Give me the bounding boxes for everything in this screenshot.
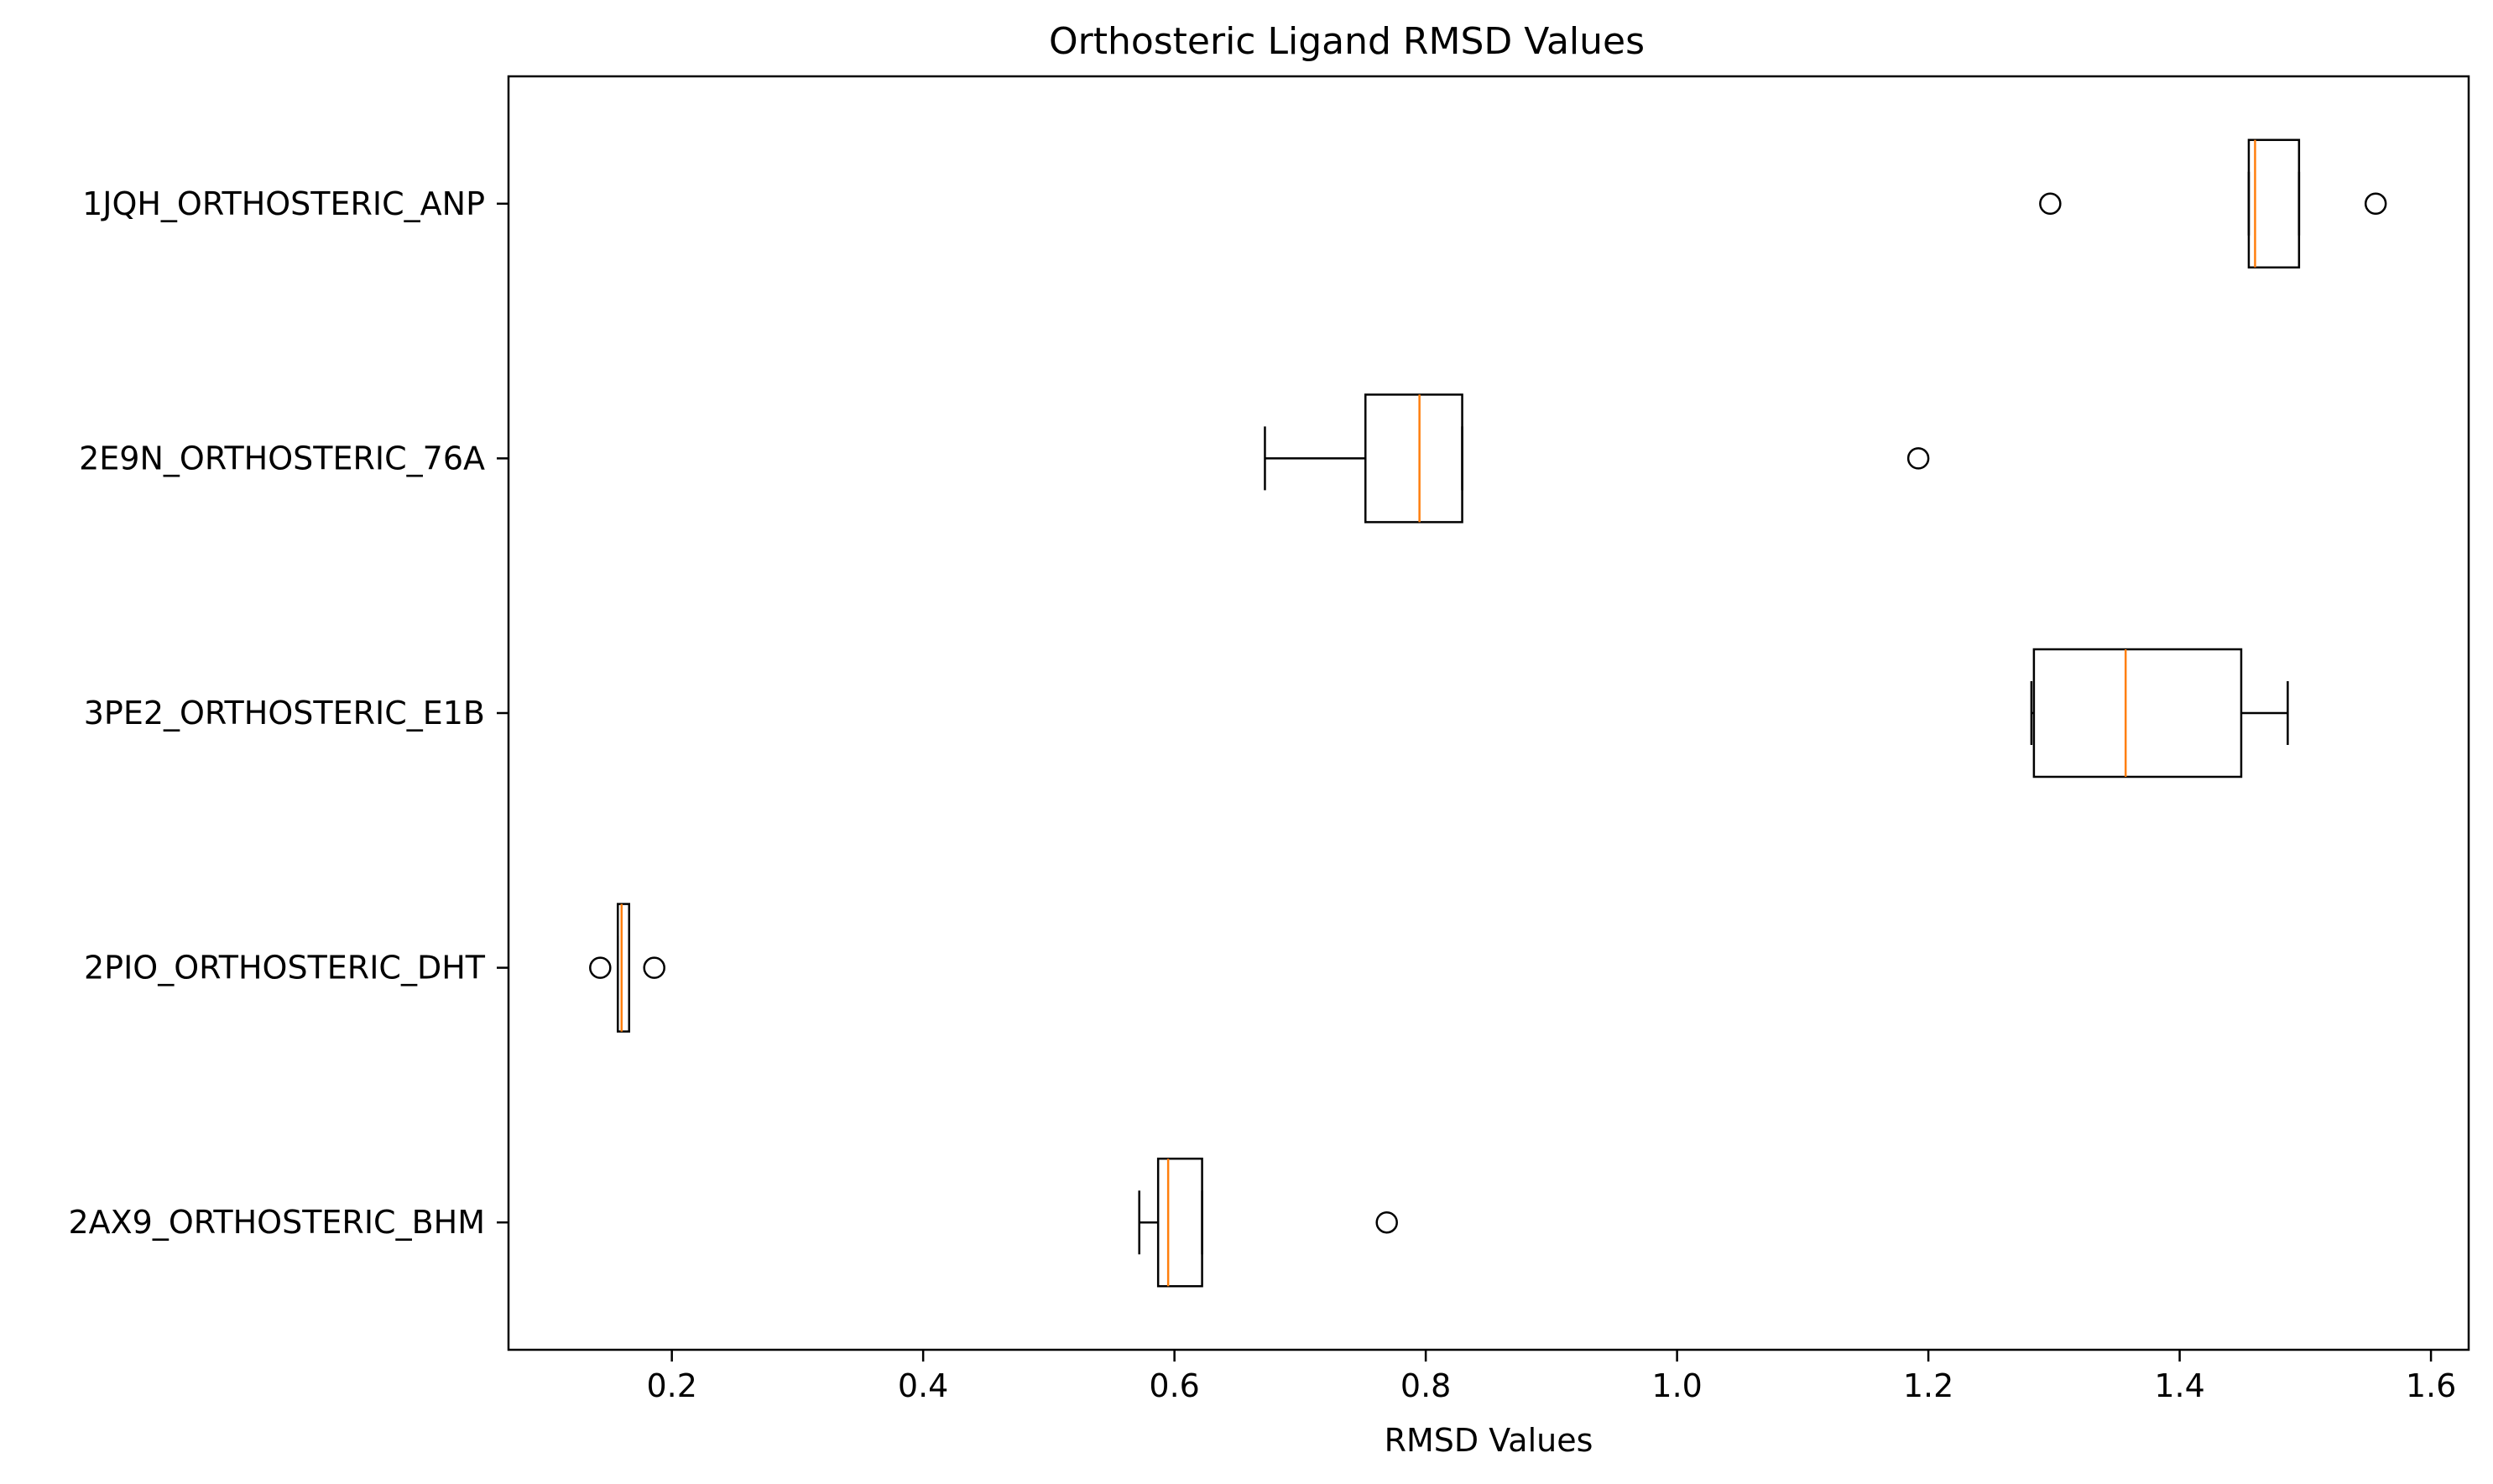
category-label: 2AX9_ORTHOSTERIC_BHM — [68, 1204, 485, 1241]
x-axis-label: RMSD Values — [1385, 1422, 1593, 1459]
plot-area: 0.2 0.4 0.6 0.8 1.0 1.2 1.4 1.6 1JQH_ORTHOSTERIC… — [68, 75, 2470, 1404]
chart-title: Orthosteric Ligand RMSD Values — [1049, 20, 1645, 63]
category-label: 2E9N_ORTHOSTERIC_76A — [79, 440, 485, 476]
outlier-point — [1375, 1211, 1398, 1234]
x-tick-label: 0.2 — [646, 1367, 696, 1404]
x-tick-label: 0.8 — [1400, 1367, 1451, 1404]
outlier-point — [643, 956, 665, 979]
x-tick-label: 0.6 — [1149, 1367, 1199, 1404]
box-iqr — [2032, 648, 2243, 778]
category-label: 1JQH_ORTHOSTERIC_ANP — [82, 185, 485, 222]
x-tick-label: 1.0 — [1651, 1367, 1702, 1404]
x-tick-label: 1.4 — [2154, 1367, 2204, 1404]
box-iqr — [2247, 138, 2301, 269]
outlier-point — [1906, 447, 1930, 470]
outlier-point — [589, 956, 612, 979]
category-label: 3PE2_ORTHOSTERIC_E1B — [84, 695, 485, 732]
outlier-point — [2039, 192, 2062, 216]
x-tick-label: 1.6 — [2406, 1367, 2456, 1404]
box-iqr — [617, 903, 631, 1033]
box-iqr — [1364, 393, 1463, 523]
outlier-point — [2364, 192, 2387, 216]
x-tick-label: 0.4 — [898, 1367, 948, 1404]
category-label: 2PIO_ORTHOSTERIC_DHT — [84, 950, 486, 987]
box-iqr — [1156, 1157, 1203, 1288]
plot-frame — [507, 75, 2470, 1351]
x-tick-label: 1.2 — [1903, 1367, 1953, 1404]
